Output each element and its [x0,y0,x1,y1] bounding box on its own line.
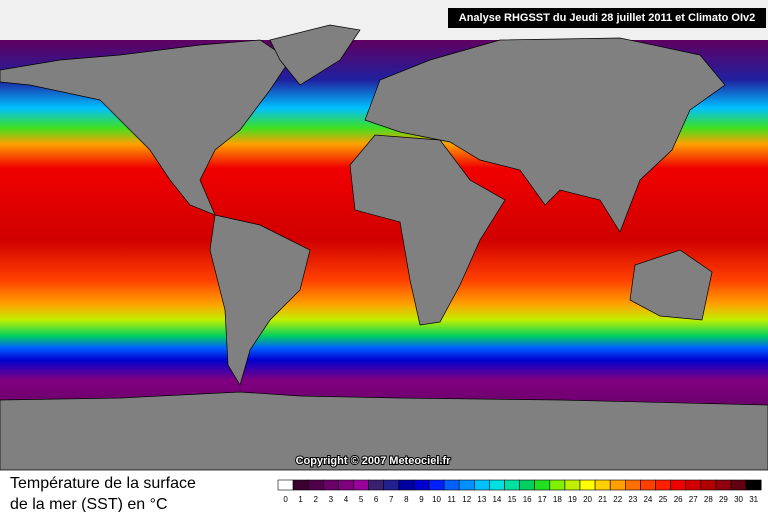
legend-label: 25 [659,495,668,504]
legend-label: 12 [462,495,471,504]
legend-swatch [670,479,686,491]
legend-label: 14 [492,495,501,504]
legend: 0 1 2 3 4 5 6 7 8 9 10 11 12 13 14 15 16 17 18 19 20 21 22 23 24… [277,479,762,504]
legend-label: 8 [404,495,409,504]
legend-swatch [322,479,339,491]
legend-swatch [564,479,581,491]
legend-label: 10 [432,495,441,504]
legend-label: 7 [389,495,394,504]
legend-label: 3 [329,495,334,504]
legend-label: 13 [477,495,486,504]
legend-label: 24 [643,495,652,504]
legend-swatch [368,479,385,491]
legend-swatch [428,479,445,491]
legend-label: 5 [359,495,364,504]
legend-swatch [685,479,702,491]
legend-swatch [534,479,551,491]
legend-swatch [640,479,656,491]
copyright: Copyright © 2007 Meteociel.fr [296,455,452,467]
legend-swatch [292,479,309,491]
footer-title: Température de la surface [10,475,196,492]
legend-swatch [473,479,490,491]
legend-swatch [594,479,611,491]
legend-swatch [624,479,641,491]
legend-label: 29 [719,495,728,504]
legend-label: 20 [583,495,592,504]
legend-swatch [549,479,566,491]
legend-swatch [277,479,294,491]
legend-label: 16 [523,495,532,504]
legend-swatch [519,479,535,491]
legend-swatch [745,479,762,491]
land [0,24,768,471]
legend-swatch [413,479,430,491]
legend-label: 22 [613,495,622,504]
legend-swatch [700,479,717,491]
legend-swatch [489,479,505,491]
legend-swatch [609,479,626,491]
legend-label: 30 [734,495,743,504]
header-title: Analyse RHGSST du Jeudi 28 juillet 2011 … [459,12,756,24]
legend-swatch [383,479,400,491]
legend-label: 18 [553,495,562,504]
legend-label: 1 [298,495,303,504]
legend-label: 9 [419,495,424,504]
legend-label: 19 [568,495,577,504]
legend-swatch [338,479,354,491]
legend-label: 2 [314,495,319,504]
legend-label: 27 [689,495,698,504]
footer-title: de la mer (SST) en °C [10,496,168,512]
legend-label: 23 [628,495,637,504]
legend-label: 15 [508,495,517,504]
legend-label: 4 [344,495,349,504]
header-box [448,8,766,28]
legend-label: 0 [283,495,288,504]
legend-label: 17 [538,495,547,504]
legend-label: 6 [374,495,379,504]
legend-swatch [655,479,671,491]
legend-label: 28 [704,495,713,504]
legend-label: 26 [674,495,683,504]
legend-swatch [307,479,324,491]
legend-swatch [730,479,747,491]
legend-swatch [579,479,596,491]
legend-swatch [398,479,415,491]
legend-swatch [353,479,369,491]
legend-label: 11 [447,495,456,504]
legend-swatch [715,479,732,491]
legend-label: 21 [598,495,607,504]
legend-swatch [443,479,460,491]
legend-swatch [504,479,520,491]
legend-swatch [458,479,475,491]
legend-label: 31 [749,495,758,504]
